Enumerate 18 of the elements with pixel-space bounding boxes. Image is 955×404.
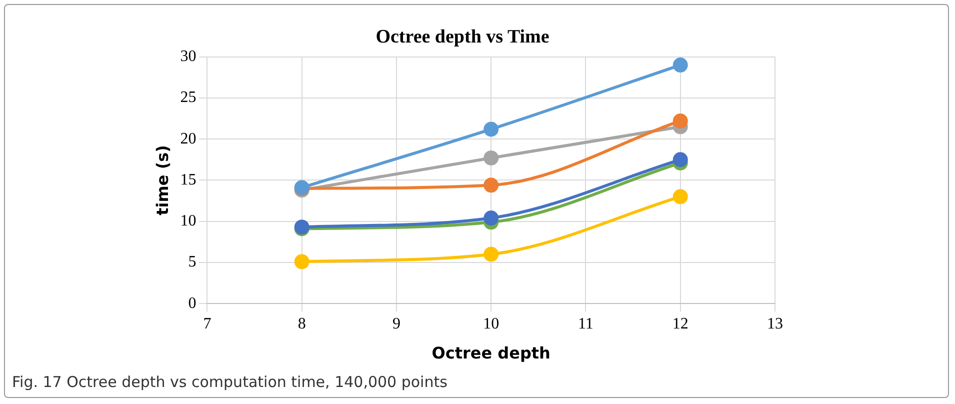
x-tick-label: 12 xyxy=(672,315,688,332)
y-axis-title: time (s) xyxy=(152,145,172,216)
chart-title: Octree depth vs Time xyxy=(376,26,550,48)
x-tick-label: 10 xyxy=(483,315,500,332)
y-tick-label: 25 xyxy=(180,89,196,106)
x-tick-label: 7 xyxy=(203,315,212,332)
x-axis-title: Octree depth xyxy=(432,344,550,363)
y-tick-label: 20 xyxy=(180,130,196,148)
x-tick-label: 13 xyxy=(767,315,783,332)
y-tick-label: 10 xyxy=(180,212,196,230)
y-tick-label: 5 xyxy=(188,254,196,271)
x-tick-label: 8 xyxy=(298,315,306,332)
y-tick-label: 30 xyxy=(180,48,196,66)
x-tick-label: 9 xyxy=(392,315,400,332)
y-tick-label: 15 xyxy=(180,171,196,188)
x-tick-label: 11 xyxy=(578,315,594,332)
y-tick-label: 0 xyxy=(188,294,196,312)
caption: Fig. 17 Octree depth vs computation time, 140,000 points xyxy=(12,373,448,391)
